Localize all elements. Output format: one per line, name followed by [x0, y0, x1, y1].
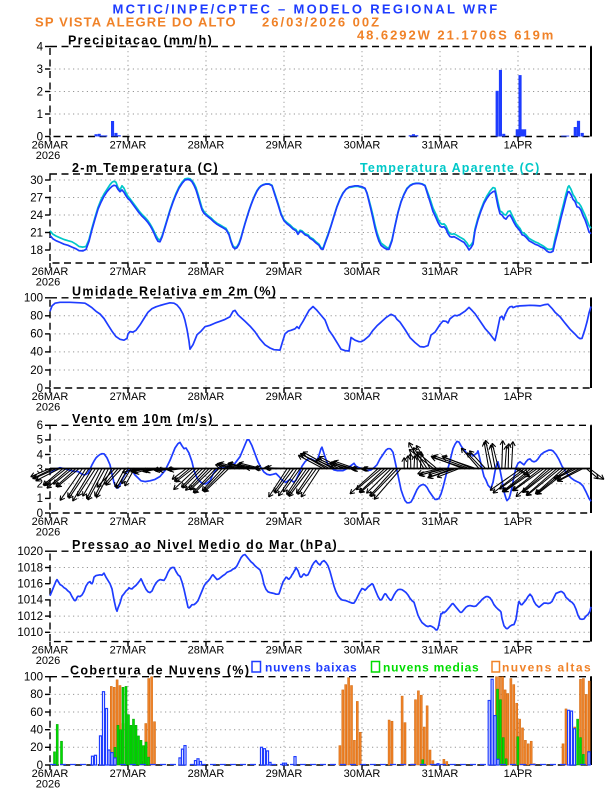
svg-text:4: 4 — [37, 449, 44, 461]
svg-text:Precipitacao (mm/h): Precipitacao (mm/h) — [68, 33, 213, 47]
svg-text:30MAR: 30MAR — [344, 768, 381, 780]
svg-text:1APR: 1APR — [504, 391, 533, 403]
svg-text:29MAR: 29MAR — [266, 266, 303, 278]
svg-text:29MAR: 29MAR — [266, 391, 303, 403]
svg-text:2: 2 — [37, 479, 43, 491]
svg-text:nuvens baixas: nuvens baixas — [265, 661, 357, 675]
svg-text:30MAR: 30MAR — [344, 516, 381, 528]
svg-text:28MAR: 28MAR — [188, 768, 225, 780]
svg-text:27MAR: 27MAR — [110, 516, 147, 528]
svg-text:24: 24 — [30, 210, 43, 222]
svg-text:1: 1 — [37, 109, 43, 121]
svg-text:2: 2 — [37, 86, 43, 98]
svg-text:26MAR: 26MAR — [32, 140, 69, 152]
svg-text:2026: 2026 — [36, 655, 60, 667]
svg-text:1APR: 1APR — [504, 645, 533, 657]
svg-text:0: 0 — [37, 383, 43, 395]
svg-text:nuvens medias: nuvens medias — [383, 661, 479, 675]
svg-text:28MAR: 28MAR — [188, 140, 225, 152]
svg-text:Temperatura Aparente (C): Temperatura Aparente (C) — [360, 161, 540, 175]
svg-text:5: 5 — [37, 435, 43, 447]
svg-text:3: 3 — [37, 64, 43, 76]
svg-text:MCTIC/INPE/CPTEC – MODELO REGI: MCTIC/INPE/CPTEC – MODELO REGIONAL WRF — [113, 2, 500, 17]
svg-text:31MAR: 31MAR — [422, 645, 459, 657]
svg-text:27MAR: 27MAR — [110, 645, 147, 657]
svg-text:2026: 2026 — [36, 527, 60, 539]
svg-text:3: 3 — [37, 464, 43, 476]
svg-text:27: 27 — [30, 192, 43, 204]
svg-text:27MAR: 27MAR — [110, 768, 147, 780]
svg-text:40: 40 — [30, 347, 43, 359]
svg-text:30MAR: 30MAR — [344, 391, 381, 403]
svg-text:Pressao ao Nivel Medio do Mar: Pressao ao Nivel Medio do Mar (hPa) — [72, 538, 338, 552]
svg-text:nuvens altas: nuvens altas — [502, 661, 592, 675]
svg-text:80: 80 — [30, 311, 43, 323]
svg-text:31MAR: 31MAR — [422, 516, 459, 528]
svg-text:18: 18 — [30, 245, 43, 257]
svg-text:27MAR: 27MAR — [110, 391, 147, 403]
svg-text:31MAR: 31MAR — [422, 391, 459, 403]
svg-text:26MAR: 26MAR — [32, 266, 69, 278]
svg-text:0: 0 — [37, 131, 43, 143]
svg-text:2026: 2026 — [36, 779, 60, 791]
svg-text:31MAR: 31MAR — [422, 768, 459, 780]
svg-text:1012: 1012 — [17, 611, 43, 623]
svg-text:0: 0 — [37, 508, 43, 520]
svg-text:1020: 1020 — [17, 546, 43, 558]
svg-text:2026: 2026 — [36, 402, 60, 414]
svg-text:31MAR: 31MAR — [422, 140, 459, 152]
svg-text:27MAR: 27MAR — [110, 140, 147, 152]
svg-text:28MAR: 28MAR — [188, 645, 225, 657]
svg-text:60: 60 — [30, 329, 43, 341]
svg-text:26MAR: 26MAR — [32, 768, 69, 780]
svg-text:30MAR: 30MAR — [344, 645, 381, 657]
svg-text:1: 1 — [37, 493, 43, 505]
svg-text:28MAR: 28MAR — [188, 516, 225, 528]
svg-text:29MAR: 29MAR — [266, 140, 303, 152]
svg-text:26/03/2026 00Z: 26/03/2026 00Z — [262, 15, 381, 30]
svg-text:1APR: 1APR — [504, 266, 533, 278]
svg-text:Vento em 10m (m/s): Vento em 10m (m/s) — [72, 412, 214, 426]
svg-text:31MAR: 31MAR — [422, 266, 459, 278]
svg-text:28MAR: 28MAR — [188, 391, 225, 403]
svg-text:29MAR: 29MAR — [266, 516, 303, 528]
svg-text:20: 20 — [30, 742, 43, 754]
svg-text:1018: 1018 — [17, 562, 43, 574]
svg-text:80: 80 — [30, 689, 43, 701]
svg-text:21: 21 — [30, 227, 43, 239]
svg-text:2-m Temperatura (C): 2-m Temperatura (C) — [72, 161, 219, 175]
svg-text:100: 100 — [24, 672, 43, 684]
svg-text:29MAR: 29MAR — [266, 645, 303, 657]
svg-text:Umidade Relativa em 2m (%): Umidade Relativa em 2m (%) — [72, 285, 277, 299]
svg-text:30: 30 — [30, 175, 43, 187]
svg-text:48.6292W 21.1706S 619m: 48.6292W 21.1706S 619m — [357, 28, 555, 43]
svg-text:2026: 2026 — [36, 277, 60, 289]
svg-text:20: 20 — [30, 365, 43, 377]
svg-text:1APR: 1APR — [504, 140, 533, 152]
svg-text:1016: 1016 — [17, 579, 43, 591]
svg-text:1014: 1014 — [17, 595, 43, 607]
svg-text:40: 40 — [30, 725, 43, 737]
svg-text:30MAR: 30MAR — [344, 140, 381, 152]
svg-text:26MAR: 26MAR — [32, 645, 69, 657]
svg-text:30MAR: 30MAR — [344, 266, 381, 278]
svg-text:28MAR: 28MAR — [188, 266, 225, 278]
svg-text:100: 100 — [24, 293, 43, 305]
svg-text:1APR: 1APR — [504, 516, 533, 528]
svg-text:27MAR: 27MAR — [110, 266, 147, 278]
svg-text:Cobertura de Nuvens (%): Cobertura de Nuvens (%) — [70, 664, 250, 678]
svg-text:26MAR: 26MAR — [32, 516, 69, 528]
svg-text:26MAR: 26MAR — [32, 391, 69, 403]
svg-text:2026: 2026 — [36, 150, 60, 162]
svg-text:SP VISTA ALEGRE DO ALTO: SP VISTA ALEGRE DO ALTO — [35, 15, 237, 30]
svg-text:1APR: 1APR — [504, 768, 533, 780]
svg-text:6: 6 — [37, 420, 43, 432]
svg-text:0: 0 — [37, 760, 43, 772]
svg-text:4: 4 — [37, 41, 44, 53]
svg-text:29MAR: 29MAR — [266, 768, 303, 780]
svg-text:1010: 1010 — [17, 627, 43, 639]
svg-text:60: 60 — [30, 707, 43, 719]
